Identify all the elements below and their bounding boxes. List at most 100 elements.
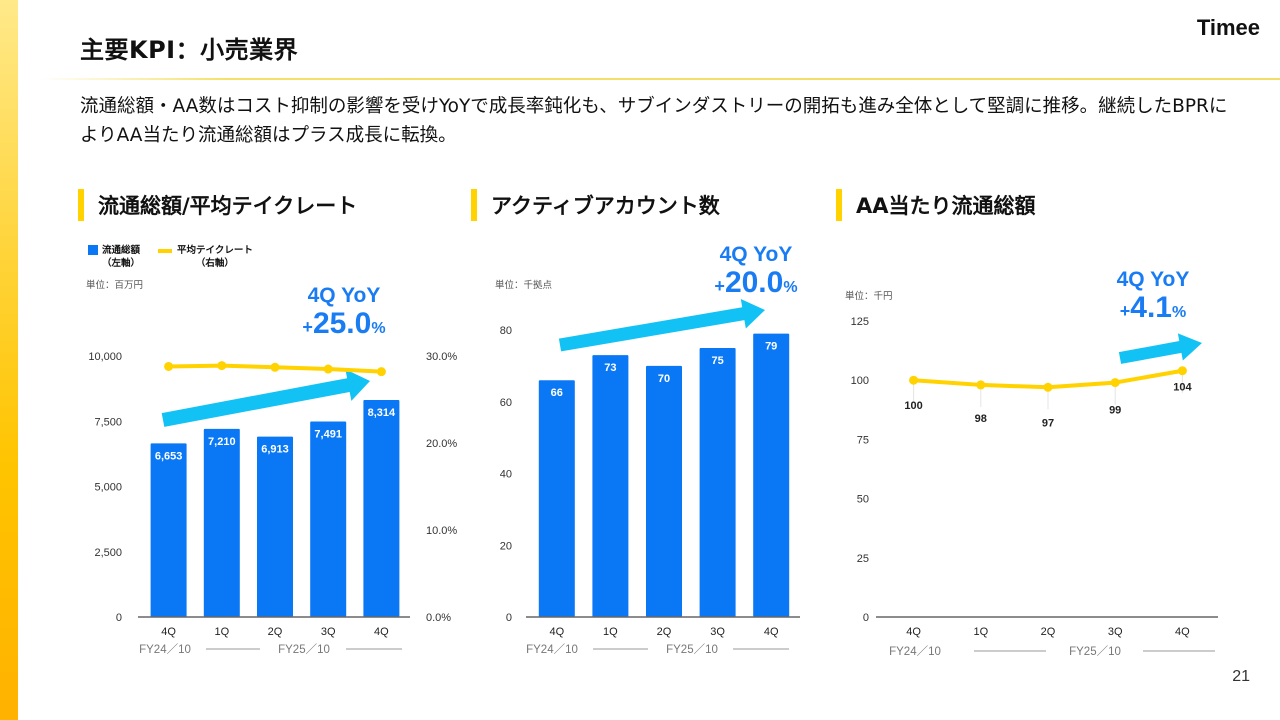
point-value-label: 99	[1109, 405, 1121, 417]
x-tick-label: 2Q	[268, 626, 283, 638]
y2-tick-label: 30.0%	[426, 351, 457, 363]
y-tick-label: 0	[506, 612, 512, 624]
growth-arrow	[1118, 333, 1202, 364]
y2-tick-label: 20.0%	[426, 438, 457, 450]
x-tick-label: 3Q	[321, 626, 336, 638]
series-point	[270, 362, 280, 372]
legend-label: 平均テイクレート	[177, 245, 253, 256]
fiscal-year-label: FY25／10	[278, 643, 330, 656]
yoy-value: 4.1	[1130, 291, 1172, 324]
section-title: 流通総額/平均テイクレート	[98, 194, 358, 218]
point-value-label: 100	[904, 400, 922, 412]
y2-tick-label: 10.0%	[426, 525, 457, 537]
series-point	[1043, 382, 1053, 392]
bar-value-label: 7,210	[208, 436, 236, 448]
bar-value-label: 6,653	[155, 450, 183, 462]
bar	[310, 421, 347, 617]
unit-label: 単位：千円	[845, 291, 893, 302]
bar	[203, 428, 240, 617]
bar-value-label: 8,314	[368, 407, 396, 419]
bar	[646, 365, 682, 617]
bar-value-label: 7,491	[314, 428, 342, 440]
series-point	[376, 367, 386, 377]
x-tick-label: 4Q	[906, 626, 921, 638]
y-tick-label: 50	[857, 494, 869, 506]
unit-label: 単位：千拠点	[495, 280, 553, 291]
bar-value-label: 73	[604, 362, 616, 374]
y-tick-label: 125	[851, 316, 869, 328]
y-tick-label: 60	[500, 397, 512, 409]
section-accent-bar	[78, 189, 84, 221]
bar-value-label: 66	[551, 387, 563, 399]
header-divider	[40, 78, 1280, 80]
series-point	[1110, 378, 1120, 388]
bar	[699, 347, 736, 617]
y-tick-label: 10,000	[88, 351, 122, 363]
bar	[257, 436, 293, 617]
yoy-value: 25.0	[312, 307, 372, 340]
x-tick-label: 2Q	[657, 626, 672, 638]
bar-value-label: 70	[658, 373, 670, 385]
page-number: 21	[1232, 668, 1250, 685]
timee-logo: Timee	[1196, 15, 1260, 40]
bar	[753, 333, 790, 617]
fiscal-year-label: FY25／10	[666, 643, 718, 656]
yoy-callout: 4Q YoY +20.0%	[696, 243, 816, 304]
y2-tick-label: 0.0%	[426, 612, 451, 624]
x-tick-label: 4Q	[161, 626, 176, 638]
y-tick-label: 5,000	[94, 482, 122, 494]
yoy-label: 4Q YoY	[307, 284, 381, 307]
growth-arrow	[161, 369, 370, 427]
y-tick-label: 0	[863, 612, 869, 624]
y-tick-label: 25	[857, 553, 869, 565]
yoy-value: 20.0	[724, 266, 784, 299]
bar	[150, 443, 187, 617]
fiscal-year-label: FY24／10	[139, 643, 191, 656]
y-tick-label: 80	[500, 325, 512, 337]
x-tick-label: 3Q	[710, 626, 725, 638]
bar-value-label: 75	[711, 355, 723, 367]
y-tick-label: 2,500	[94, 547, 122, 559]
fiscal-year-label: FY24／10	[526, 643, 578, 656]
page-title: 主要KPI：小売業界	[80, 36, 299, 64]
x-tick-label: 4Q	[549, 626, 564, 638]
growth-arrow	[558, 298, 765, 352]
yoy-callout: 4Q YoY +25.0%	[284, 284, 404, 345]
section-heading-gmv-per-aa: AA当たり流通総額	[836, 188, 1036, 222]
section-heading-active-accounts: アクティブアカウント数	[471, 188, 720, 222]
section-title: アクティブアカウント数	[491, 194, 720, 218]
chart-legend: 流通総額 （左軸） 平均テイクレート （右軸）	[88, 244, 253, 270]
series-point	[976, 380, 986, 390]
x-tick-label: 1Q	[214, 626, 229, 638]
series-point	[909, 375, 919, 385]
section-heading-gmv: 流通総額/平均テイクレート	[78, 188, 357, 222]
point-value-label: 98	[975, 413, 987, 425]
summary-text: 流通総額・AA数はコスト抑制の影響を受けYoYで成長率鈍化も、サブインダストリー…	[80, 96, 1228, 146]
legend-item-take-rate: 平均テイクレート （右軸）	[158, 244, 253, 270]
legend-label: 流通総額	[102, 245, 141, 256]
yoy-label: 4Q YoY	[1116, 268, 1190, 291]
fiscal-year-label: FY25／10	[1069, 645, 1121, 658]
point-value-label: 104	[1173, 382, 1192, 394]
series-point	[323, 364, 333, 374]
y-tick-label: 0	[116, 612, 122, 624]
bar	[538, 380, 575, 617]
y-tick-label: 100	[851, 375, 869, 387]
series-point	[217, 361, 227, 371]
series-point	[164, 361, 174, 371]
legend-sublabel: （右軸）	[195, 258, 234, 269]
series-point	[1177, 366, 1187, 376]
y-tick-label: 75	[857, 434, 869, 446]
x-tick-label: 4Q	[764, 626, 779, 638]
point-value-label: 97	[1042, 417, 1054, 429]
yoy-label: 4Q YoY	[719, 243, 793, 266]
legend-sublabel: （左軸）	[102, 258, 141, 269]
x-tick-label: 3Q	[1108, 626, 1123, 638]
side-accent-strip	[0, 0, 18, 720]
x-tick-label: 1Q	[973, 626, 988, 638]
legend-bar-swatch	[88, 245, 98, 255]
y-tick-label: 7,500	[94, 416, 122, 428]
legend-item-gmv: 流通総額 （左軸）	[88, 244, 140, 270]
unit-label: 単位：百万円	[86, 280, 144, 291]
